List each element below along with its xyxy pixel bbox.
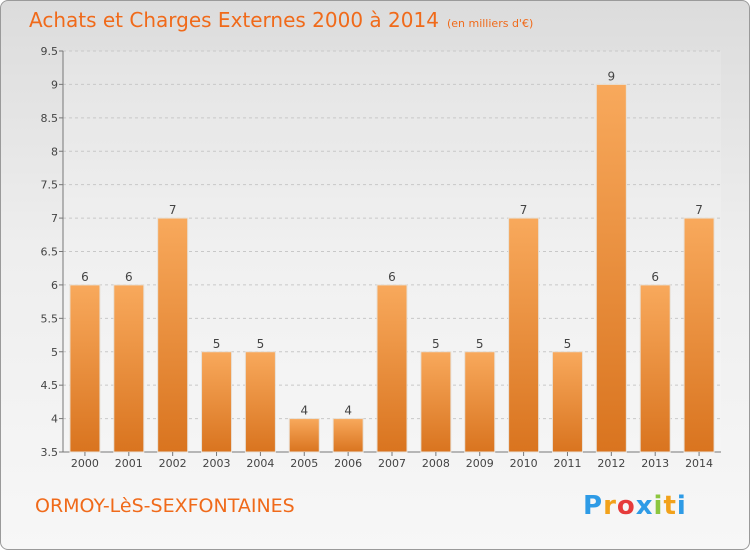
- y-tick-label: 8.5: [41, 112, 59, 125]
- data-label: 6: [651, 270, 659, 284]
- x-tick-label: 2002: [159, 457, 187, 470]
- logo-letter: x: [635, 491, 654, 521]
- data-label: 9: [608, 69, 616, 83]
- y-tick-label: 5: [51, 346, 58, 359]
- y-tick-label: 7: [51, 212, 58, 225]
- y-tick-label: 3.5: [41, 446, 59, 459]
- bar: [551, 351, 583, 453]
- data-label: 5: [564, 337, 572, 351]
- data-label: 6: [388, 270, 396, 284]
- bar: [639, 284, 671, 453]
- x-tick-label: 2013: [641, 457, 669, 470]
- y-tick-label: 4.5: [41, 379, 59, 392]
- data-label: 4: [344, 404, 352, 418]
- bar: [376, 284, 408, 453]
- bar: [201, 351, 233, 453]
- x-tick-label: 2014: [685, 457, 713, 470]
- data-label: 5: [257, 337, 265, 351]
- bar: [332, 418, 364, 453]
- bar: [69, 284, 101, 453]
- data-label: 7: [695, 203, 703, 217]
- x-tick-label: 2004: [246, 457, 274, 470]
- bar: [420, 351, 452, 453]
- x-tick-label: 2008: [422, 457, 450, 470]
- data-label: 5: [476, 337, 484, 351]
- data-label: 7: [520, 203, 528, 217]
- proxiti-logo: Proxiti: [583, 491, 687, 521]
- x-tick-label: 2007: [378, 457, 406, 470]
- chart-unit: (en milliers d'€): [446, 17, 534, 30]
- x-tick-label: 2005: [290, 457, 318, 470]
- x-tick-label: 2010: [510, 457, 538, 470]
- data-label: 6: [125, 270, 133, 284]
- bar: [464, 351, 496, 453]
- bar: [683, 217, 715, 453]
- x-tick-label: 2000: [71, 457, 99, 470]
- logo-letter: i: [676, 491, 687, 521]
- bar: [113, 284, 145, 453]
- y-tick-label: 6.5: [41, 246, 59, 259]
- chart-title-text: Achats et Charges Externes 2000 à 2014: [29, 8, 439, 32]
- bar: [244, 351, 276, 453]
- data-label: 6: [81, 270, 89, 284]
- data-label: 7: [169, 203, 177, 217]
- x-tick-label: 2011: [553, 457, 581, 470]
- bar: [508, 217, 540, 453]
- logo-letter: i: [653, 491, 664, 521]
- commune-name: ORMOY-LèS-SEXFONTAINES: [35, 495, 295, 517]
- x-tick-label: 2003: [203, 457, 231, 470]
- chart-title: Achats et Charges Externes 2000 à 2014 (e…: [29, 8, 533, 32]
- bar: [595, 83, 627, 453]
- data-label: 5: [432, 337, 440, 351]
- y-tick-label: 6: [51, 279, 58, 292]
- x-tick-label: 2001: [115, 457, 143, 470]
- data-label: 4: [300, 404, 308, 418]
- y-tick-label: 4: [51, 413, 58, 426]
- y-tick-label: 5.5: [41, 312, 59, 325]
- logo-letter: t: [663, 491, 677, 521]
- logo-letter: P: [583, 491, 604, 521]
- logo-letter: o: [616, 491, 636, 521]
- data-label: 5: [213, 337, 221, 351]
- bar: [157, 217, 189, 453]
- y-tick-label: 7.5: [41, 179, 59, 192]
- y-tick-label: 9: [51, 78, 58, 91]
- y-tick-label: 9.5: [41, 45, 59, 58]
- x-tick-label: 2006: [334, 457, 362, 470]
- bar: [288, 418, 320, 453]
- x-tick-label: 2009: [466, 457, 494, 470]
- logo-letter: r: [603, 491, 617, 521]
- x-tick-label: 2012: [597, 457, 625, 470]
- y-tick-label: 8: [51, 145, 58, 158]
